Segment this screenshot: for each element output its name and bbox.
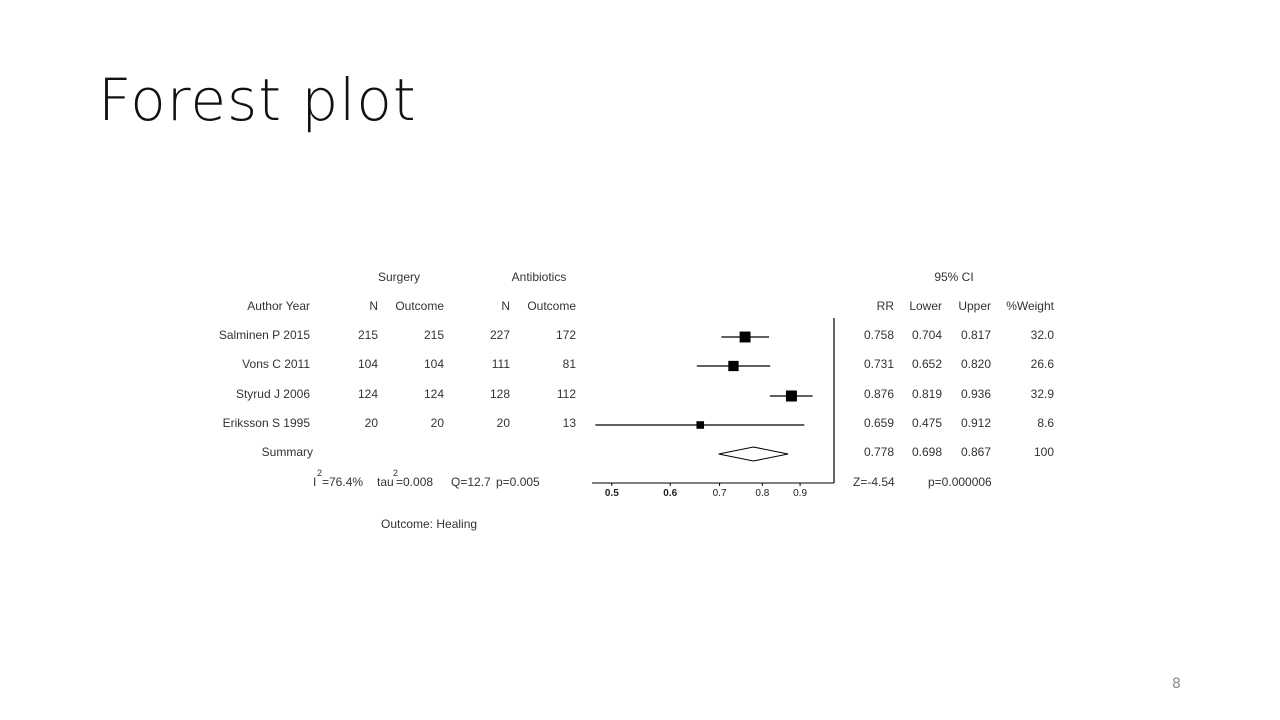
tau-value: =0.008 <box>396 475 434 489</box>
rr-value: 0.731 <box>863 357 894 371</box>
col-upper: Upper <box>958 299 991 313</box>
antibiotics-n: 128 <box>489 387 510 401</box>
antibiotics-n: 227 <box>489 328 510 342</box>
study-name: Styrud J 2006 <box>235 387 310 401</box>
ci-group-header: 95% CI <box>934 270 974 284</box>
x-tick-label: 0.5 <box>605 488 619 499</box>
surgery-n: 104 <box>357 357 378 371</box>
rr-value: 0.876 <box>863 387 894 401</box>
antibiotics-outcome: 13 <box>562 416 576 430</box>
col-rr: RR <box>876 299 894 313</box>
surgery-n: 20 <box>364 416 378 430</box>
z-statistic: Z=-4.54 <box>853 475 895 489</box>
antibiotics-n: 111 <box>491 357 510 371</box>
surgery-n: 215 <box>357 328 378 342</box>
study-name: Eriksson S 1995 <box>222 416 310 430</box>
surgery-outcome: 124 <box>423 387 444 401</box>
col-weight: %Weight <box>1006 299 1054 313</box>
tau-superscript: 2 <box>393 468 399 478</box>
antibiotics-n: 20 <box>496 416 510 430</box>
i2-value: =76.4% <box>322 475 364 489</box>
col-author-year: Author Year <box>247 299 310 313</box>
rr-value: 0.758 <box>863 328 894 342</box>
surgery-group-header: Surgery <box>377 270 421 284</box>
antibiotics-group-header: Antibiotics <box>511 270 567 284</box>
surgery-outcome: 20 <box>430 416 444 430</box>
x-tick-label: 0.9 <box>793 488 807 499</box>
weight-value: 32.0 <box>1030 328 1054 342</box>
col-surgery-outcome: Outcome <box>395 299 444 313</box>
forest-plot: 0.5 0.6 0.7 0.8 0.9 <box>592 318 835 499</box>
antibiotics-outcome: 81 <box>562 357 576 371</box>
weight-value: 8.6 <box>1037 416 1054 430</box>
surgery-outcome: 215 <box>423 328 444 342</box>
surgery-n: 124 <box>357 387 378 401</box>
ci-lower: 0.704 <box>911 328 942 342</box>
col-antibiotics-outcome: Outcome <box>527 299 576 313</box>
effect-marker <box>728 360 739 372</box>
outcome-footnote: Outcome: Healing <box>381 517 478 531</box>
surgery-outcome: 104 <box>423 357 444 371</box>
rr-value: 0.659 <box>863 416 894 430</box>
heterogeneity-p: p=0.005 <box>496 475 540 489</box>
ci-upper: 0.912 <box>960 416 991 430</box>
x-tick-label: 0.7 <box>713 488 727 499</box>
ci-upper: 0.817 <box>960 328 991 342</box>
study-name: Salminen P 2015 <box>218 328 310 342</box>
page-number: 8 <box>1172 676 1181 692</box>
overall-p: p=0.000006 <box>928 475 992 489</box>
col-surgery-n: N <box>369 299 378 313</box>
ci-upper: 0.936 <box>960 387 991 401</box>
slide-title: Forest plot <box>98 66 417 134</box>
summary-label: Summary <box>261 445 313 459</box>
col-lower: Lower <box>909 299 942 313</box>
x-tick-label: 0.6 <box>663 488 677 499</box>
weight-value: 32.9 <box>1030 387 1054 401</box>
ci-lower: 0.652 <box>911 357 942 371</box>
summary-diamond <box>718 446 789 462</box>
ci-lower: 0.475 <box>911 416 942 430</box>
i2-label: I <box>313 475 317 489</box>
effect-marker <box>696 421 705 429</box>
summary-upper: 0.867 <box>960 445 991 459</box>
summary-rr: 0.778 <box>863 445 894 459</box>
summary-weight: 100 <box>1033 445 1054 459</box>
antibiotics-outcome: 112 <box>556 387 576 401</box>
i2-superscript: 2 <box>317 468 323 478</box>
weight-value: 26.6 <box>1030 357 1054 371</box>
study-name: Vons C 2011 <box>242 357 310 371</box>
effect-marker <box>785 390 797 402</box>
col-antibiotics-n: N <box>501 299 510 313</box>
q-statistic: Q=12.7 <box>451 475 491 489</box>
summary-lower: 0.698 <box>911 445 942 459</box>
antibiotics-outcome: 172 <box>555 328 576 342</box>
x-tick-label: 0.8 <box>755 488 769 499</box>
effect-marker <box>739 331 751 343</box>
ci-upper: 0.820 <box>960 357 991 371</box>
ci-lower: 0.819 <box>911 387 942 401</box>
tau-label: tau <box>377 475 394 489</box>
